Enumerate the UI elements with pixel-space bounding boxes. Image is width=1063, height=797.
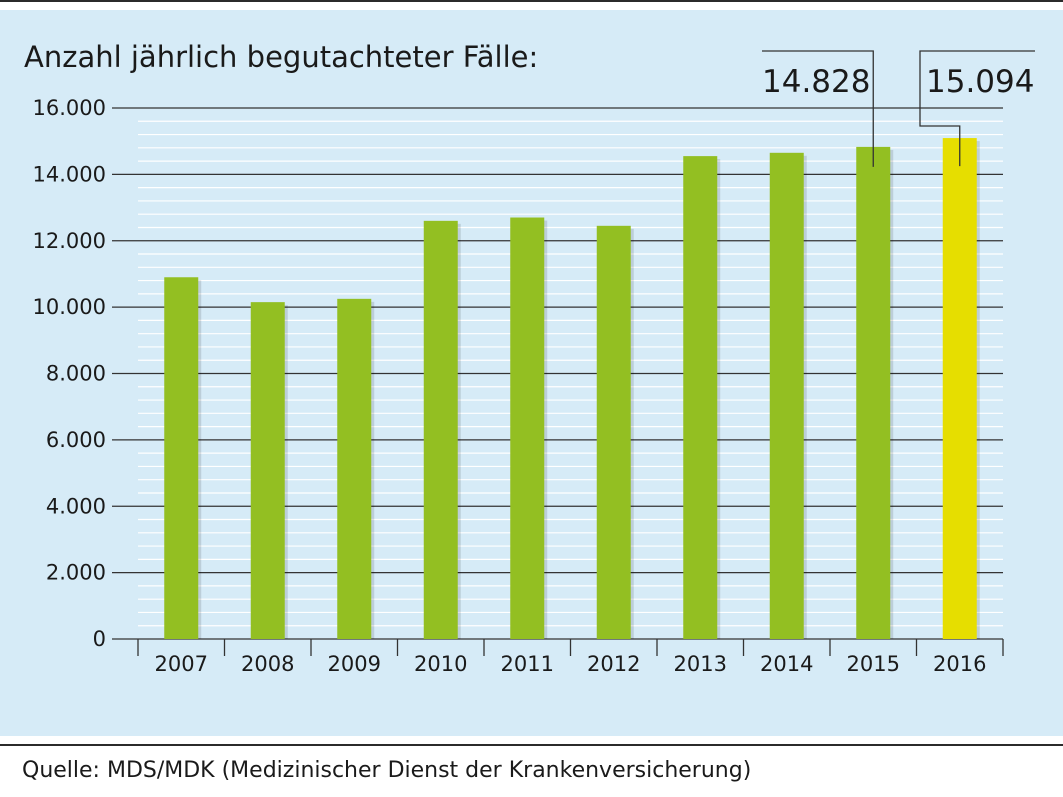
y-axis: 0 2.000 4.000 6.000 8.000 10.000 12.000 14.000 1… <box>33 96 106 651</box>
x-tick-label: 2011 <box>501 652 554 676</box>
x-tick-label: 2013 <box>674 652 727 676</box>
x-tick-label: 2007 <box>155 652 208 676</box>
source-note: Quelle: MDS/MDK (Medizinischer Dienst de… <box>22 758 752 783</box>
bar-2016 <box>942 138 977 639</box>
bar-2013 <box>683 156 718 639</box>
callout-line-2015 <box>762 50 874 167</box>
y-tick-label: 14.000 <box>33 162 106 186</box>
bar-2014 <box>769 152 804 639</box>
x-tick-label: 2014 <box>760 652 813 676</box>
y-tick-label: 2.000 <box>46 561 106 585</box>
bar-2011 <box>510 217 545 640</box>
x-tick-label: 2010 <box>414 652 467 676</box>
y-tick-label: 4.000 <box>46 494 106 518</box>
y-tick-label: 10.000 <box>33 295 106 319</box>
x-axis: 2007 2008 2009 2010 2011 2012 2013 2014 2015 2016 <box>137 639 1004 676</box>
y-tick-label: 0 <box>93 627 106 651</box>
callout-line-2016 <box>919 50 1035 167</box>
y-tick-label: 8.000 <box>46 362 106 386</box>
callout-label-2016: 15.094 <box>926 64 1034 100</box>
bar-2010 <box>423 220 458 639</box>
x-tick-label: 2015 <box>847 652 900 676</box>
bars <box>164 138 980 640</box>
bar-2008 <box>250 302 285 639</box>
callouts: 14.828 15.094 <box>762 50 1035 167</box>
y-tick-label: 12.000 <box>33 229 106 253</box>
x-tick-label: 2008 <box>241 652 294 676</box>
x-tick-label: 2009 <box>328 652 381 676</box>
top-rule <box>0 0 1063 2</box>
chart-title: Anzahl jährlich begutachteter Fälle: <box>24 40 538 74</box>
bar-2012 <box>596 225 631 640</box>
bar-2009 <box>337 298 372 639</box>
bottom-rule <box>0 744 1063 746</box>
bar-2015 <box>856 146 891 639</box>
x-tick-label: 2012 <box>587 652 640 676</box>
x-tick-label: 2016 <box>933 652 986 676</box>
bar-2007 <box>164 277 199 639</box>
y-tick-label: 16.000 <box>33 96 106 120</box>
y-tick-label: 6.000 <box>46 428 106 452</box>
callout-label-2015: 14.828 <box>762 64 870 100</box>
